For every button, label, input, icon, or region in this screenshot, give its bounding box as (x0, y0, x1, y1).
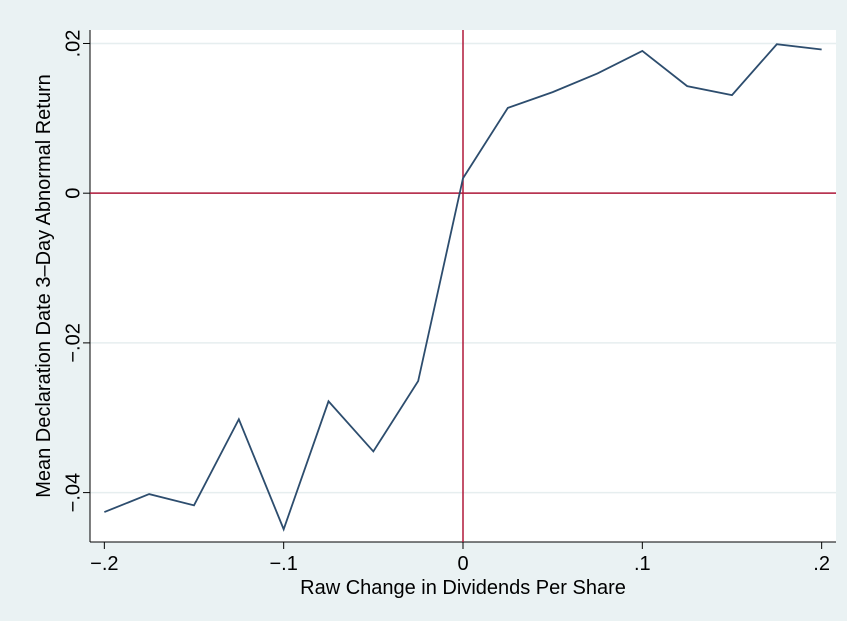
y-tick-label: .02 (62, 30, 84, 58)
x-tick-label: −.2 (90, 553, 118, 575)
y-tick-label: 0 (62, 188, 84, 199)
x-tick-label: 0 (457, 553, 468, 575)
data-line (104, 43, 822, 532)
x-tick-label: .1 (634, 553, 651, 575)
y-tick-label: −.02 (62, 323, 84, 362)
x-tick-label: .2 (813, 553, 830, 575)
x-axis-label: Raw Change in Dividends Per Share (300, 577, 626, 599)
y-axis-label: Mean Declaration Date 3–Day Abnormal Ret… (33, 74, 55, 498)
x-tick-label: −.1 (269, 553, 297, 575)
y-tick-label: −.04 (62, 473, 84, 512)
